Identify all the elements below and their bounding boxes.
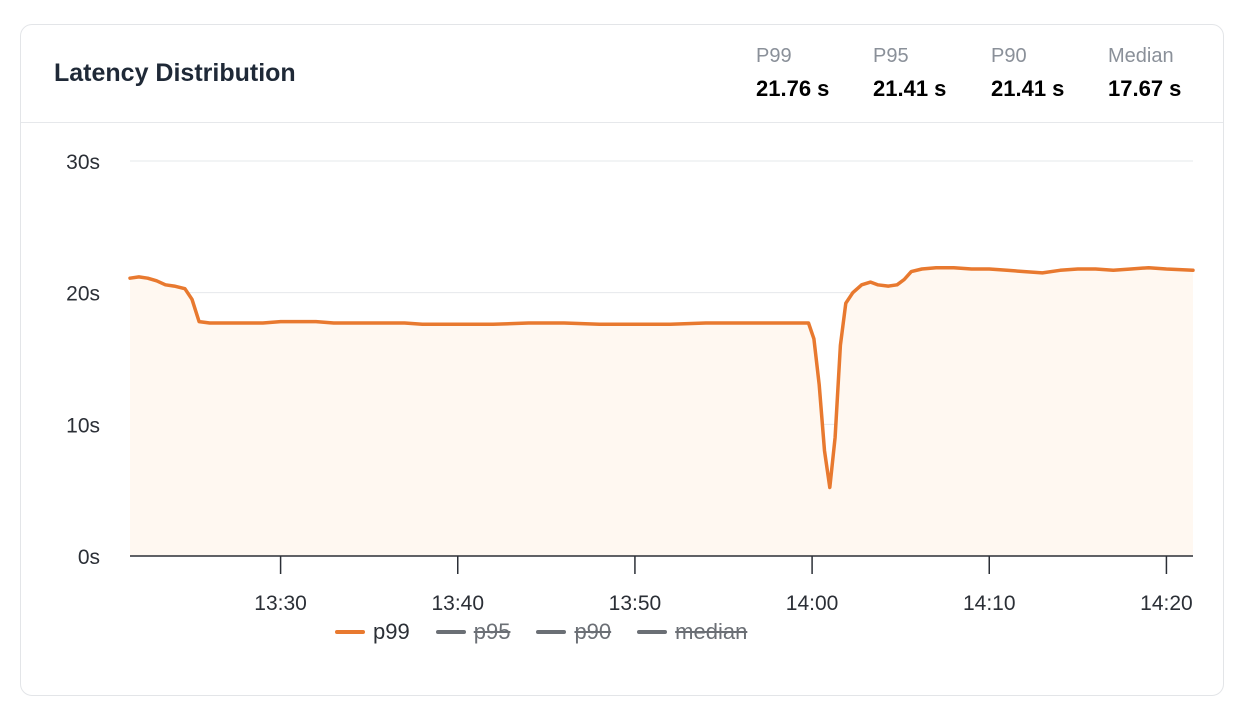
legend-item-p90[interactable]: p90 (536, 619, 611, 645)
stat-median: Median 17.67 s (1108, 45, 1181, 102)
stat-label: Median (1108, 45, 1174, 67)
chart-legend: p99 p95 p90 median (335, 614, 773, 650)
legend-label: median (675, 619, 748, 644)
stat-value: 21.76 s (756, 76, 830, 101)
legend-item-p95[interactable]: p95 (435, 619, 511, 645)
legend-swatch (435, 630, 466, 634)
x-tick-label: 13:30 (254, 592, 307, 615)
stat-value: 21.41 s (991, 76, 1065, 101)
x-tick-label: 13:40 (431, 592, 484, 615)
legend-swatch (536, 630, 567, 634)
legend-label: p99 (373, 619, 410, 644)
legend-item-median[interactable]: median (637, 619, 747, 645)
stat-label: P99 (756, 45, 792, 67)
stat-p95: P95 21.41 s (873, 45, 946, 102)
card-title: Latency Distribution (54, 59, 296, 87)
stat-p99: P99 21.76 s (756, 45, 829, 102)
y-tick-label: 30s (66, 151, 100, 174)
p99-line (128, 265, 1195, 490)
card-header: Latency Distribution P99 21.76 s P95 21.… (21, 25, 1223, 123)
y-tick-label: 0s (78, 546, 100, 569)
x-tick-label: 14:00 (786, 592, 839, 615)
legend-swatch (335, 630, 365, 634)
stat-value: 21.41 s (873, 76, 947, 101)
stat-label: P95 (873, 45, 909, 67)
p99-area (130, 267, 1193, 556)
stat-value: 17.67 s (1108, 76, 1182, 101)
legend-label: p95 (473, 619, 511, 644)
y-tick-label: 10s (66, 414, 100, 437)
stat-p90: P90 21.41 s (991, 45, 1064, 102)
x-tick-label: 13:50 (609, 592, 662, 615)
x-tick-label: 14:10 (963, 592, 1016, 615)
legend-item-p99[interactable]: p99 (335, 619, 410, 645)
legend-label: p90 (574, 619, 612, 644)
stat-label: P90 (991, 45, 1027, 67)
x-tick-label: 14:20 (1140, 592, 1193, 615)
legend-swatch (637, 630, 668, 634)
y-tick-label: 20s (66, 283, 100, 306)
